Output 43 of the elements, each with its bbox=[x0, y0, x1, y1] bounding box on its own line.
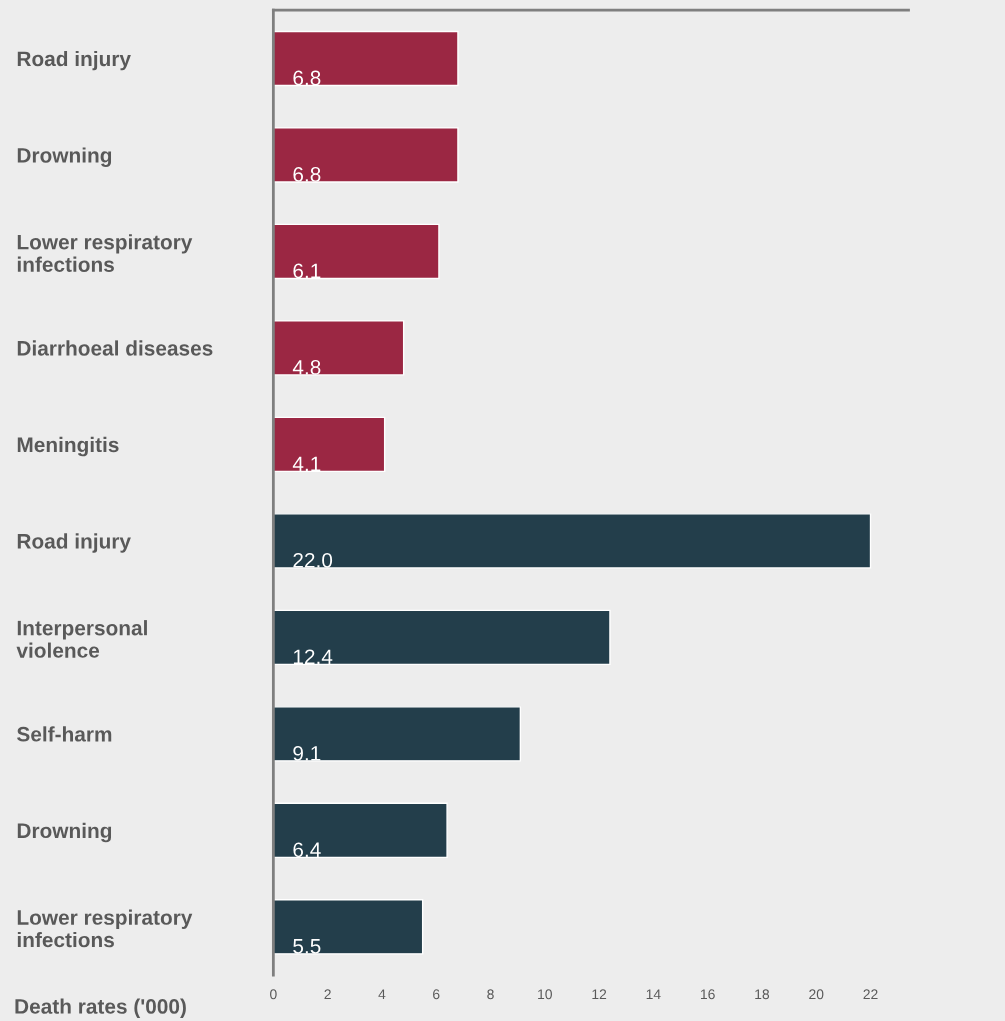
data-label: 22.0 bbox=[293, 552, 333, 568]
bar bbox=[273, 513, 872, 569]
data-label: 6.1 bbox=[293, 263, 321, 279]
data-label: 12.4 bbox=[293, 649, 333, 664]
x-tick-label: 16 bbox=[700, 989, 715, 1000]
y-tick-label: Meningitis bbox=[17, 436, 119, 457]
x-tick-label: 12 bbox=[592, 989, 607, 1000]
bar bbox=[273, 30, 459, 87]
data-label: 6.8 bbox=[293, 70, 321, 86]
x-tick-label: 14 bbox=[646, 989, 661, 1000]
y-tick-label: Road injury bbox=[17, 50, 131, 71]
y-tick-label: Diarrhoeal diseases bbox=[17, 340, 213, 356]
x-tick-label: 0 bbox=[270, 989, 277, 1000]
x-tick-label: 4 bbox=[378, 989, 386, 1000]
bar bbox=[273, 609, 611, 666]
x-tick-label: 20 bbox=[809, 989, 824, 1000]
x-axis-title: Death rates ('000) bbox=[15, 998, 186, 1018]
data-label: 6.4 bbox=[293, 842, 321, 858]
y-tick-label: Road injury bbox=[17, 533, 131, 553]
bar bbox=[273, 223, 440, 280]
bar bbox=[273, 320, 405, 376]
y-tick-label: Drowning bbox=[17, 147, 112, 167]
bar bbox=[273, 706, 522, 762]
y-tick-label: Lower respiratory infections bbox=[17, 234, 193, 272]
y-tick-label: Self-harm bbox=[17, 726, 112, 742]
bar bbox=[273, 802, 448, 859]
x-tick-label: 10 bbox=[538, 989, 552, 1000]
y-tick-label: Interpersonal violence bbox=[16, 620, 147, 658]
data-label: 6.8 bbox=[293, 167, 321, 182]
x-tick-label: 2 bbox=[324, 989, 331, 1000]
x-tick-label: 22 bbox=[863, 989, 878, 1000]
bar bbox=[273, 127, 459, 183]
data-label: 4.1 bbox=[292, 456, 321, 471]
y-tick-label: Drowning bbox=[17, 822, 112, 843]
bar bbox=[273, 416, 386, 473]
bar bbox=[273, 899, 424, 955]
data-label: 9.1 bbox=[293, 745, 321, 761]
data-label: 4.8 bbox=[292, 359, 321, 375]
x-tick-label: 6 bbox=[433, 989, 440, 1000]
x-tick-label: 8 bbox=[487, 989, 494, 1000]
data-label: 5.5 bbox=[293, 939, 321, 954]
x-tick-label: 18 bbox=[755, 989, 770, 1000]
y-tick-label: Lower respiratory infections bbox=[17, 909, 193, 948]
